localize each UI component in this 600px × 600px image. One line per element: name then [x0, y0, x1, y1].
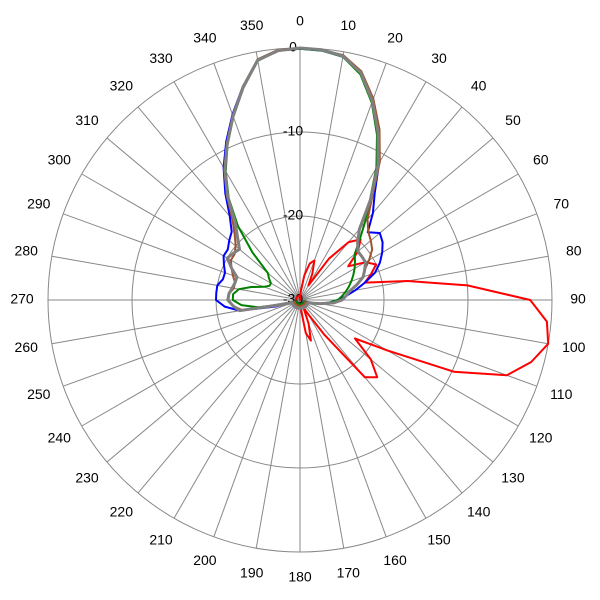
spoke — [299, 51, 345, 301]
spoke — [213, 63, 301, 301]
angle-label: 160 — [383, 552, 407, 568]
angle-label: 20 — [387, 29, 403, 45]
spoke — [299, 299, 463, 494]
angle-label: 120 — [529, 430, 553, 446]
spoke — [299, 299, 345, 549]
angle-label: 80 — [566, 242, 582, 258]
spoke — [213, 299, 301, 537]
spoke — [137, 299, 301, 494]
angle-label: 250 — [27, 386, 51, 402]
series-line — [223, 47, 381, 312]
series-line — [223, 46, 380, 313]
spoke — [173, 299, 301, 519]
spoke — [63, 213, 301, 301]
spoke — [63, 299, 301, 387]
spoke — [299, 299, 519, 427]
spoke — [299, 299, 537, 387]
spoke — [299, 213, 537, 301]
angle-label: 50 — [505, 112, 521, 128]
r-tick-label: -10 — [283, 123, 303, 139]
angle-label: 290 — [27, 196, 51, 212]
spoke — [255, 51, 301, 301]
spoke — [299, 173, 519, 301]
spoke — [299, 255, 549, 301]
angle-label: 200 — [193, 552, 217, 568]
angle-label: 280 — [15, 242, 39, 258]
spoke — [299, 299, 427, 519]
spoke — [255, 299, 301, 549]
spoke — [299, 106, 463, 301]
angle-label: 130 — [501, 469, 525, 485]
spoke — [299, 137, 494, 301]
spoke — [137, 106, 301, 301]
series-line — [224, 47, 378, 309]
angle-label: 190 — [240, 564, 264, 580]
spoke — [106, 299, 301, 463]
angle-label: 60 — [533, 152, 549, 168]
angle-label: 220 — [110, 504, 134, 520]
angle-label: 180 — [288, 569, 312, 585]
spoke — [81, 299, 301, 427]
angle-label: 270 — [10, 291, 34, 307]
angle-label: 320 — [110, 78, 134, 94]
angle-label: 150 — [427, 531, 451, 547]
angle-label: 110 — [550, 386, 573, 402]
angle-label: 300 — [48, 152, 72, 168]
spoke — [299, 299, 387, 537]
angle-label: 100 — [562, 339, 586, 355]
angle-label: 70 — [553, 196, 569, 212]
angle-label: 350 — [240, 17, 264, 33]
angle-label: 170 — [337, 564, 361, 580]
r-tick-label: -20 — [283, 207, 303, 223]
angle-label: 260 — [15, 339, 39, 355]
angle-label: 310 — [75, 112, 99, 128]
angle-label: 10 — [340, 17, 356, 33]
angle-label: 140 — [467, 504, 491, 520]
r-tick-label: 0 — [289, 39, 297, 55]
spoke — [51, 255, 301, 301]
series-line — [215, 47, 384, 312]
spoke — [81, 173, 301, 301]
angle-label: 210 — [149, 531, 173, 547]
spoke — [299, 299, 549, 345]
angle-label: 330 — [149, 50, 173, 66]
angle-label: 90 — [570, 291, 586, 307]
angle-label: 40 — [471, 78, 487, 94]
angle-label: 340 — [193, 29, 217, 45]
angle-label: 0 — [296, 13, 304, 29]
spoke — [299, 81, 427, 301]
angle-label: 230 — [75, 469, 99, 485]
spoke — [299, 299, 494, 463]
angle-label: 240 — [48, 430, 72, 446]
spoke — [173, 81, 301, 301]
angle-label: 30 — [431, 50, 447, 66]
